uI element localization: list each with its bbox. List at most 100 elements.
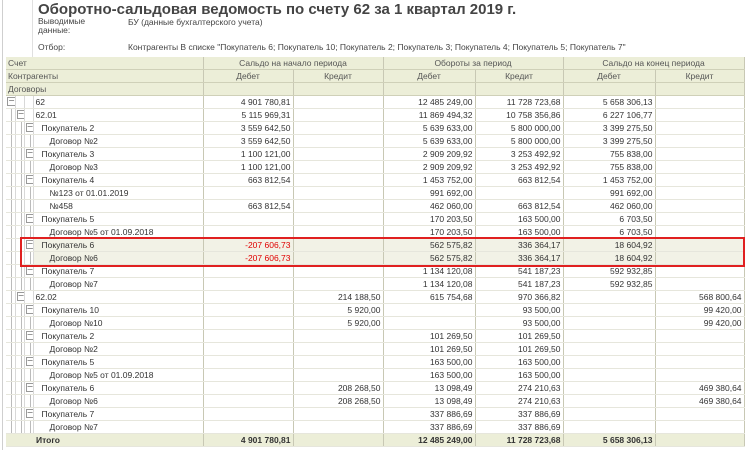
collapse-group-icon[interactable]: − bbox=[25, 174, 33, 184]
left-margin-rule bbox=[2, 0, 3, 450]
cell-opening-credit bbox=[293, 173, 384, 187]
tree-line bbox=[20, 382, 22, 394]
tree-line bbox=[11, 122, 12, 134]
cell-turnover-debit: 13 098,49 bbox=[383, 394, 476, 408]
tree-line bbox=[29, 226, 31, 238]
cell-opening-debit: 3 559 642,50 bbox=[203, 134, 294, 148]
header-opening-credit: Кредит bbox=[293, 69, 384, 83]
table-row[interactable]: −62.02 214 188,50 615 754,68 970 366,82 568 … bbox=[6, 290, 745, 304]
collapse-group-icon[interactable]: − bbox=[25, 265, 33, 275]
cell-closing-credit bbox=[655, 225, 745, 239]
table-row[interactable]: Договор №6 208 268,50 13 098,49 274 210,63 4… bbox=[6, 394, 745, 408]
cell-closing-debit: 5 658 306,13 bbox=[563, 95, 656, 109]
row-name: Договор №5 от 01.09.2018 bbox=[33, 368, 204, 382]
collapse-group-icon[interactable]: − bbox=[16, 109, 24, 119]
table-row[interactable]: − Покупатель 6 208 268,50 13 098,49 274 210,… bbox=[6, 381, 745, 395]
row-name: Покупатель 4 bbox=[33, 173, 204, 187]
row-name: Договор №7 bbox=[33, 277, 204, 291]
cell-closing-credit bbox=[655, 368, 745, 382]
cell-closing-credit bbox=[655, 173, 745, 187]
table-row[interactable]: − 62 4 901 780,81 12 485 249,00 11 728 723,6… bbox=[6, 95, 745, 109]
cell-closing-credit bbox=[655, 420, 745, 434]
table-row[interactable]: №458 663 812,54 462 060,00 663 812,54 462 06… bbox=[6, 199, 745, 213]
collapse-group-icon[interactable]: − bbox=[25, 382, 33, 392]
table-row[interactable]: Договор №7 1 134 120,08 541 187,23 592 932,… bbox=[6, 277, 745, 291]
row-name: №458 bbox=[33, 199, 204, 213]
table-row[interactable]: − Покупатель 10 5 920,00 93 500,00 99 420,00 bbox=[6, 303, 745, 317]
cell-opening-credit bbox=[293, 342, 384, 356]
table-row[interactable]: − Покупатель 6 -207 606,73 562 575,82 336 36… bbox=[6, 238, 745, 252]
table-row[interactable]: Договор №10 5 920,00 93 500,00 99 420,00 bbox=[6, 316, 745, 330]
table-row[interactable]: − Покупатель 7 337 886,69 337 886,69 bbox=[6, 407, 745, 421]
cell-closing-debit: 3 399 275,50 bbox=[563, 121, 656, 135]
data-label: Выводимые данные: bbox=[38, 16, 86, 35]
tree-line bbox=[29, 200, 31, 212]
tree-line bbox=[11, 291, 12, 303]
total-label: Итого bbox=[6, 433, 204, 447]
row-name: Договор №2 bbox=[33, 134, 204, 148]
table-row[interactable]: Договор №5 от 01.09.2018 170 203,50 163 50… bbox=[6, 225, 745, 239]
tree-line bbox=[20, 356, 22, 368]
cell-turnover-debit: 337 886,69 bbox=[383, 407, 476, 421]
table-row[interactable]: Договор №7 337 886,69 337 886,69 bbox=[6, 420, 745, 434]
collapse-group-icon[interactable]: − bbox=[25, 213, 33, 223]
table-row[interactable]: Договор №3 1 100 121,00 2 909 209,92 3 253 … bbox=[6, 160, 745, 174]
header-row-3: Договоры bbox=[6, 82, 745, 96]
collapse-group-icon[interactable]: − bbox=[25, 330, 33, 340]
table-row[interactable]: − Покупатель 7 1 134 120,08 541 187,23 592 9… bbox=[6, 264, 745, 278]
cell-turnover-debit: 12 485 249,00 bbox=[383, 95, 476, 109]
header-turnover-debit: Дебет bbox=[383, 69, 476, 83]
row-name: Договор №7 bbox=[33, 420, 204, 434]
table-row[interactable]: − Покупатель 5 163 500,00 163 500,00 bbox=[6, 355, 745, 369]
collapse-group-icon[interactable]: − bbox=[25, 148, 33, 158]
cell-turnover-credit: 336 364,17 bbox=[475, 238, 564, 252]
cell-closing-debit bbox=[563, 407, 656, 421]
cell-turnover-credit: 101 269,50 bbox=[475, 329, 564, 343]
collapse-group-icon[interactable]: − bbox=[25, 408, 33, 418]
cell-turnover-credit: 970 366,82 bbox=[475, 290, 564, 304]
table-row[interactable]: Договор №5 от 01.09.2018 163 500,00 163 50… bbox=[6, 368, 745, 382]
collapse-group-icon[interactable]: − bbox=[7, 96, 15, 106]
table-row[interactable]: −62.01 5 115 969,31 11 869 494,32 10 758 35… bbox=[6, 108, 745, 122]
table-row[interactable]: Договор №2 101 269,50 101 269,50 bbox=[6, 342, 745, 356]
cell-opening-credit: 214 188,50 bbox=[293, 290, 384, 304]
cell-opening-credit bbox=[293, 277, 384, 291]
row-name: Договор №2 bbox=[33, 342, 204, 356]
header-turnover-credit: Кредит bbox=[475, 69, 564, 83]
tree-line bbox=[11, 330, 12, 342]
table-row[interactable]: №123 от 01.01.2019 991 692,00 991 692,00 bbox=[6, 186, 745, 200]
table-row[interactable]: − Покупатель 2 101 269,50 101 269,50 bbox=[6, 329, 745, 343]
cell-closing-debit bbox=[563, 394, 656, 408]
cell-opening-credit bbox=[293, 420, 384, 434]
table-row[interactable]: − Покупатель 5 170 203,50 163 500,00 6 703,5… bbox=[6, 212, 745, 226]
row-name: Договор №3 bbox=[33, 160, 204, 174]
row-name: Покупатель 6 bbox=[33, 238, 204, 252]
cell-closing-debit: 1 453 752,00 bbox=[563, 173, 656, 187]
collapse-group-icon[interactable]: − bbox=[25, 239, 33, 249]
cell-opening-debit bbox=[203, 303, 294, 317]
collapse-group-icon[interactable]: − bbox=[25, 304, 33, 314]
cell-turnover-credit: 336 364,17 bbox=[475, 251, 564, 265]
table-row[interactable]: Договор №6 -207 606,73 562 575,82 336 364,1… bbox=[6, 251, 745, 265]
table-row[interactable]: Договор №2 3 559 642,50 5 639 633,00 5 800 … bbox=[6, 134, 745, 148]
header-counterparties: Контрагенты bbox=[6, 69, 204, 83]
cell-closing-credit: 469 380,64 bbox=[655, 394, 745, 408]
filter-label: Отбор: bbox=[38, 42, 66, 52]
tree-line bbox=[20, 187, 22, 199]
cell-turnover-credit: 5 800 000,00 bbox=[475, 134, 564, 148]
table-row[interactable]: − Покупатель 4 663 812,54 1 453 752,00 663 8… bbox=[6, 173, 745, 187]
cell-opening-credit: 208 268,50 bbox=[293, 394, 384, 408]
tree-line bbox=[11, 304, 12, 316]
cell-opening-credit bbox=[293, 121, 384, 135]
cell-closing-credit bbox=[655, 238, 745, 252]
collapse-group-icon[interactable]: − bbox=[16, 291, 24, 301]
collapse-group-icon[interactable]: − bbox=[25, 356, 33, 366]
row-name: Покупатель 7 bbox=[33, 407, 204, 421]
cell-opening-credit: 5 920,00 bbox=[293, 316, 384, 330]
tree-line bbox=[29, 135, 31, 147]
collapse-group-icon[interactable]: − bbox=[25, 122, 33, 132]
cell-opening-credit bbox=[293, 147, 384, 161]
cell-opening-credit bbox=[293, 160, 384, 174]
